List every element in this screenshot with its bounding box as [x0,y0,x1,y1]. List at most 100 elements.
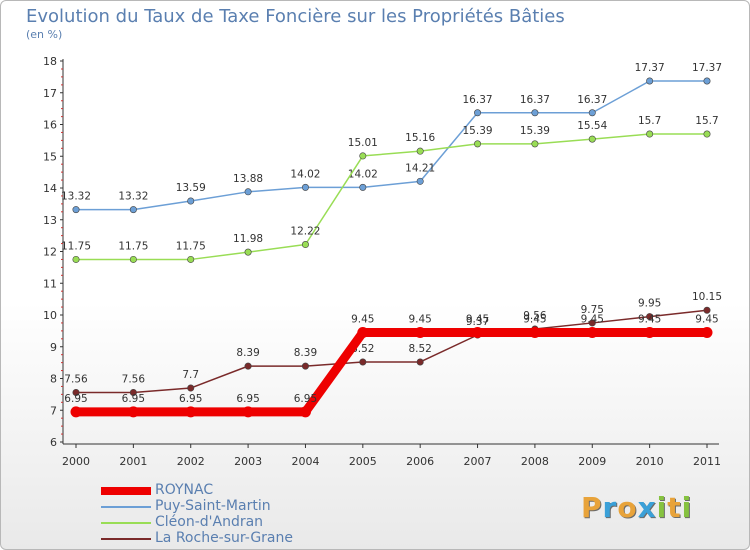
data-label: 8.39 [294,347,317,359]
data-label: 6.95 [236,393,259,405]
data-point [588,135,596,143]
data-label: 8.39 [236,347,259,359]
series-puy-saint-martin: 13.32 13.32 13.59 13.88 14.02 14.02 14.21 16.37… [61,62,722,214]
x-tick-label: 2006 [406,455,434,468]
data-label: 8.52 [408,343,431,355]
data-label: 13.32 [61,191,91,203]
data-point [414,326,426,338]
data-point [531,109,539,117]
y-tick-label: 14 [43,182,57,195]
legend-swatch [101,506,151,508]
data-label: 11.98 [233,233,263,245]
logo-letter: i [681,491,693,524]
data-label: 15.7 [695,115,718,127]
data-point [359,183,367,191]
data-point [129,388,137,396]
y-tick-label: 7 [50,404,57,417]
proxiti-logo: Proxiti [581,491,692,524]
chart-axes: 6 7 8 9 10 11 12 13 14 15 16 17 18 2000 2001 2002 2003 20… [43,55,721,468]
data-point [701,326,713,338]
data-label: 6.95 [64,393,87,405]
data-point [529,326,541,338]
series-cl-on-d-andran: 11.75 11.75 11.75 11.98 12.22 15.01 15.16 15.39… [61,115,719,263]
logo-letter: P [581,491,603,524]
data-point [359,358,367,366]
x-tick-label: 2003 [234,455,262,468]
data-label: 17.37 [635,62,665,74]
chart-unit-label: (en %) [26,28,63,41]
x-tick-label: 2005 [349,455,377,468]
data-label: 9.75 [581,304,604,316]
data-point [703,77,711,85]
data-label: 15.01 [348,137,378,149]
data-label: 9.45 [466,313,489,325]
data-label: 6.95 [122,393,145,405]
x-tick-label: 2008 [521,455,549,468]
data-point [301,362,309,370]
data-point [703,130,711,138]
data-label: 16.37 [463,94,493,106]
data-point [474,109,482,117]
data-label: 9.56 [523,310,547,322]
data-label: 13.32 [118,191,148,203]
data-label: 10.15 [692,291,722,303]
data-label: 9.37 [466,316,489,328]
x-tick-label: 2002 [177,455,205,468]
data-point [244,188,252,196]
logo-letter: t [667,491,682,524]
y-tick-label: 16 [43,119,57,132]
legend-label: ROYNAC [155,482,214,498]
chart-title: Evolution du Taux de Taxe Foncière sur l… [26,6,565,27]
data-point [72,206,80,214]
data-label: 6.95 [179,393,202,405]
data-label: 7.56 [64,373,88,385]
logo-letter: i [656,491,668,524]
data-label: 15.7 [638,115,661,127]
data-point [646,313,654,321]
data-point [127,406,139,418]
data-label: 13.59 [176,182,206,194]
data-point [70,406,82,418]
logo-letter: x [637,491,657,524]
data-label: 9.45 [638,313,661,325]
data-label: 11.75 [118,240,148,252]
series-line [76,80,707,211]
data-point [299,406,311,418]
x-tick-label: 2007 [464,455,492,468]
data-point [586,326,598,338]
data-label: 16.37 [577,94,607,106]
data-label: 12.22 [290,226,320,238]
data-point [359,152,367,160]
data-label: 15.39 [520,125,550,137]
data-point [531,140,539,148]
data-point [301,241,309,249]
data-label: 9.95 [638,298,661,310]
data-label: 9.45 [523,313,546,325]
data-point [244,362,252,370]
x-tick-label: 2010 [636,455,664,468]
data-label: 9.45 [695,313,718,325]
data-label: 11.75 [176,240,206,252]
data-label: 15.54 [577,120,607,132]
data-point [416,177,424,185]
legend-swatch [101,538,151,540]
data-point [588,319,596,327]
y-tick-label: 6 [50,436,57,449]
series-roynac: 6.95 6.95 6.95 6.95 6.95 9.45 9.45 9.45 9.45 9.45… [64,313,719,418]
x-tick-label: 2001 [119,455,147,468]
data-label: 9.45 [581,313,604,325]
x-tick-label: 2009 [578,455,606,468]
data-point [187,255,195,263]
data-label: 6.95 [294,393,317,405]
legend-label: La Roche-sur-Grane [155,530,293,546]
data-point [72,388,80,396]
data-point [472,326,484,338]
data-point [416,147,424,155]
data-label: 9.45 [408,313,431,325]
series-la-roche-sur-grane: 7.56 7.56 7.78.39 8.39 8.52 8.529.379.569.759… [64,291,722,396]
data-point [357,326,369,338]
y-tick-label: 15 [43,150,57,163]
series-layer: 13.32 13.32 13.59 13.88 14.02 14.02 14.21 16.37… [61,62,722,418]
data-point [244,248,252,256]
